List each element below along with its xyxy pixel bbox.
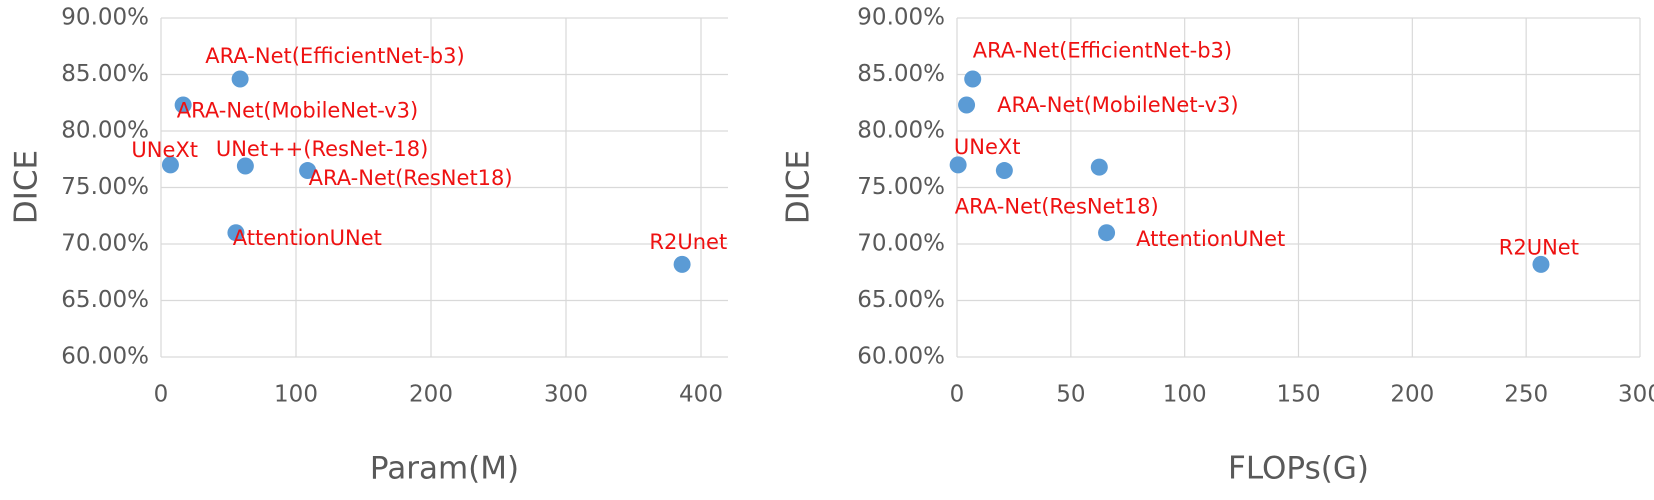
y-tick-label: 85.00%	[857, 61, 945, 87]
point-label: AttentionUNet	[233, 226, 382, 250]
x-tick-label: 50	[1056, 382, 1085, 408]
point	[1532, 255, 1550, 273]
x-tick-label: 300	[544, 382, 588, 408]
x-tick-label: 200	[409, 382, 453, 408]
point-label: R2UNet	[1499, 236, 1579, 260]
point	[949, 156, 967, 174]
point-label: UNeXt	[131, 138, 198, 162]
x-tick-label: 250	[1504, 382, 1548, 408]
y-tick-label: 75.00%	[61, 174, 149, 200]
point	[964, 70, 982, 88]
point	[231, 70, 249, 88]
point-label: R2Unet	[649, 230, 727, 254]
y-tick-label: 65.00%	[857, 287, 945, 313]
point	[995, 162, 1013, 180]
y-tick-label: 60.00%	[61, 344, 149, 370]
point-label: ARA-Net(EfficientNet-b3)	[973, 39, 1232, 63]
y-tick-label: 85.00%	[61, 61, 149, 87]
point	[1098, 224, 1116, 242]
point-label: ARA-Net(ResNet18)	[309, 166, 513, 190]
y-tick-label: 80.00%	[857, 118, 945, 144]
y-axis-title: DICE	[781, 150, 817, 224]
y-tick-label: 80.00%	[61, 118, 149, 144]
point-label: ARA-Net(ResNet18)	[955, 194, 1159, 218]
point	[299, 162, 317, 180]
x-tick-label: 150	[1277, 382, 1321, 408]
y-tick-label: 65.00%	[61, 287, 149, 313]
x-tick-label: 300	[1618, 382, 1654, 408]
y-tick-label: 70.00%	[61, 231, 149, 257]
y-axis-title: DICE	[9, 150, 45, 224]
point	[1090, 158, 1108, 176]
y-tick-label: 90.00%	[61, 5, 149, 31]
point-label: ARA-Net(MobileNet-v3)	[997, 93, 1238, 117]
point	[174, 96, 192, 114]
x-tick-label: 400	[679, 382, 723, 408]
y-tick-label: 75.00%	[857, 174, 945, 200]
point	[958, 96, 976, 114]
y-tick-label: 90.00%	[857, 5, 945, 31]
x-tick-label: 100	[274, 382, 318, 408]
point-label: UNet++(ResNet-18)	[216, 137, 428, 161]
y-tick-label: 70.00%	[857, 231, 945, 257]
point	[673, 255, 691, 273]
point	[161, 156, 179, 174]
point	[227, 224, 245, 242]
point-label: ARA-Net(EfficientNet-b3)	[205, 44, 464, 68]
point	[236, 157, 254, 175]
point-label: ARA-Net(MobileNet-v3)	[177, 98, 418, 122]
x-tick-label: 0	[950, 382, 965, 408]
x-axis-title: Param(M)	[370, 451, 519, 487]
point-label: AttentionUNet	[1136, 227, 1285, 251]
x-axis-title: FLOPs(G)	[1228, 451, 1369, 487]
x-tick-label: 200	[1390, 382, 1434, 408]
point-label: UNeXt	[954, 135, 1021, 159]
y-tick-label: 60.00%	[857, 344, 945, 370]
x-tick-label: 100	[1163, 382, 1207, 408]
x-tick-label: 0	[154, 382, 169, 408]
